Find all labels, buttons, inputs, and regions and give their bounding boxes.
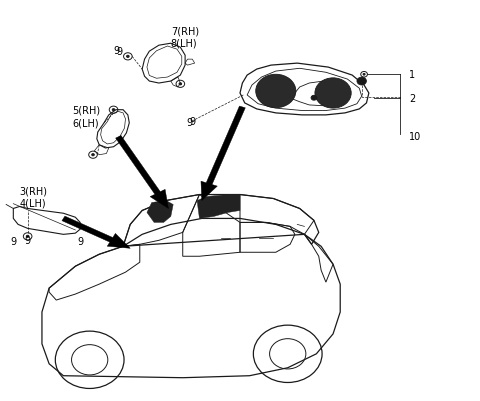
Polygon shape	[201, 106, 245, 200]
Circle shape	[179, 83, 181, 85]
Polygon shape	[62, 216, 130, 248]
Circle shape	[315, 78, 351, 108]
Text: 9: 9	[187, 118, 193, 128]
Circle shape	[256, 74, 296, 108]
Text: 3(RH)
4(LH): 3(RH) 4(LH)	[20, 186, 48, 209]
Circle shape	[26, 235, 29, 237]
Text: 10: 10	[409, 132, 421, 142]
Text: 2: 2	[409, 94, 416, 104]
Text: 9: 9	[190, 117, 195, 127]
Circle shape	[127, 55, 129, 57]
Circle shape	[363, 73, 365, 75]
Text: 9: 9	[113, 46, 119, 56]
Circle shape	[357, 77, 366, 85]
Text: 9: 9	[77, 237, 83, 247]
Text: 9: 9	[117, 47, 123, 57]
Text: 7(RH)
8(LH): 7(RH) 8(LH)	[171, 26, 199, 49]
Circle shape	[112, 109, 115, 111]
Circle shape	[92, 154, 94, 156]
Text: 1: 1	[409, 70, 416, 80]
Polygon shape	[116, 136, 168, 209]
Text: 9: 9	[24, 236, 31, 246]
Circle shape	[311, 95, 317, 100]
Polygon shape	[147, 200, 173, 223]
Text: 5(RH)
6(LH): 5(RH) 6(LH)	[72, 106, 100, 128]
Polygon shape	[197, 194, 240, 219]
Text: 9: 9	[10, 237, 16, 247]
